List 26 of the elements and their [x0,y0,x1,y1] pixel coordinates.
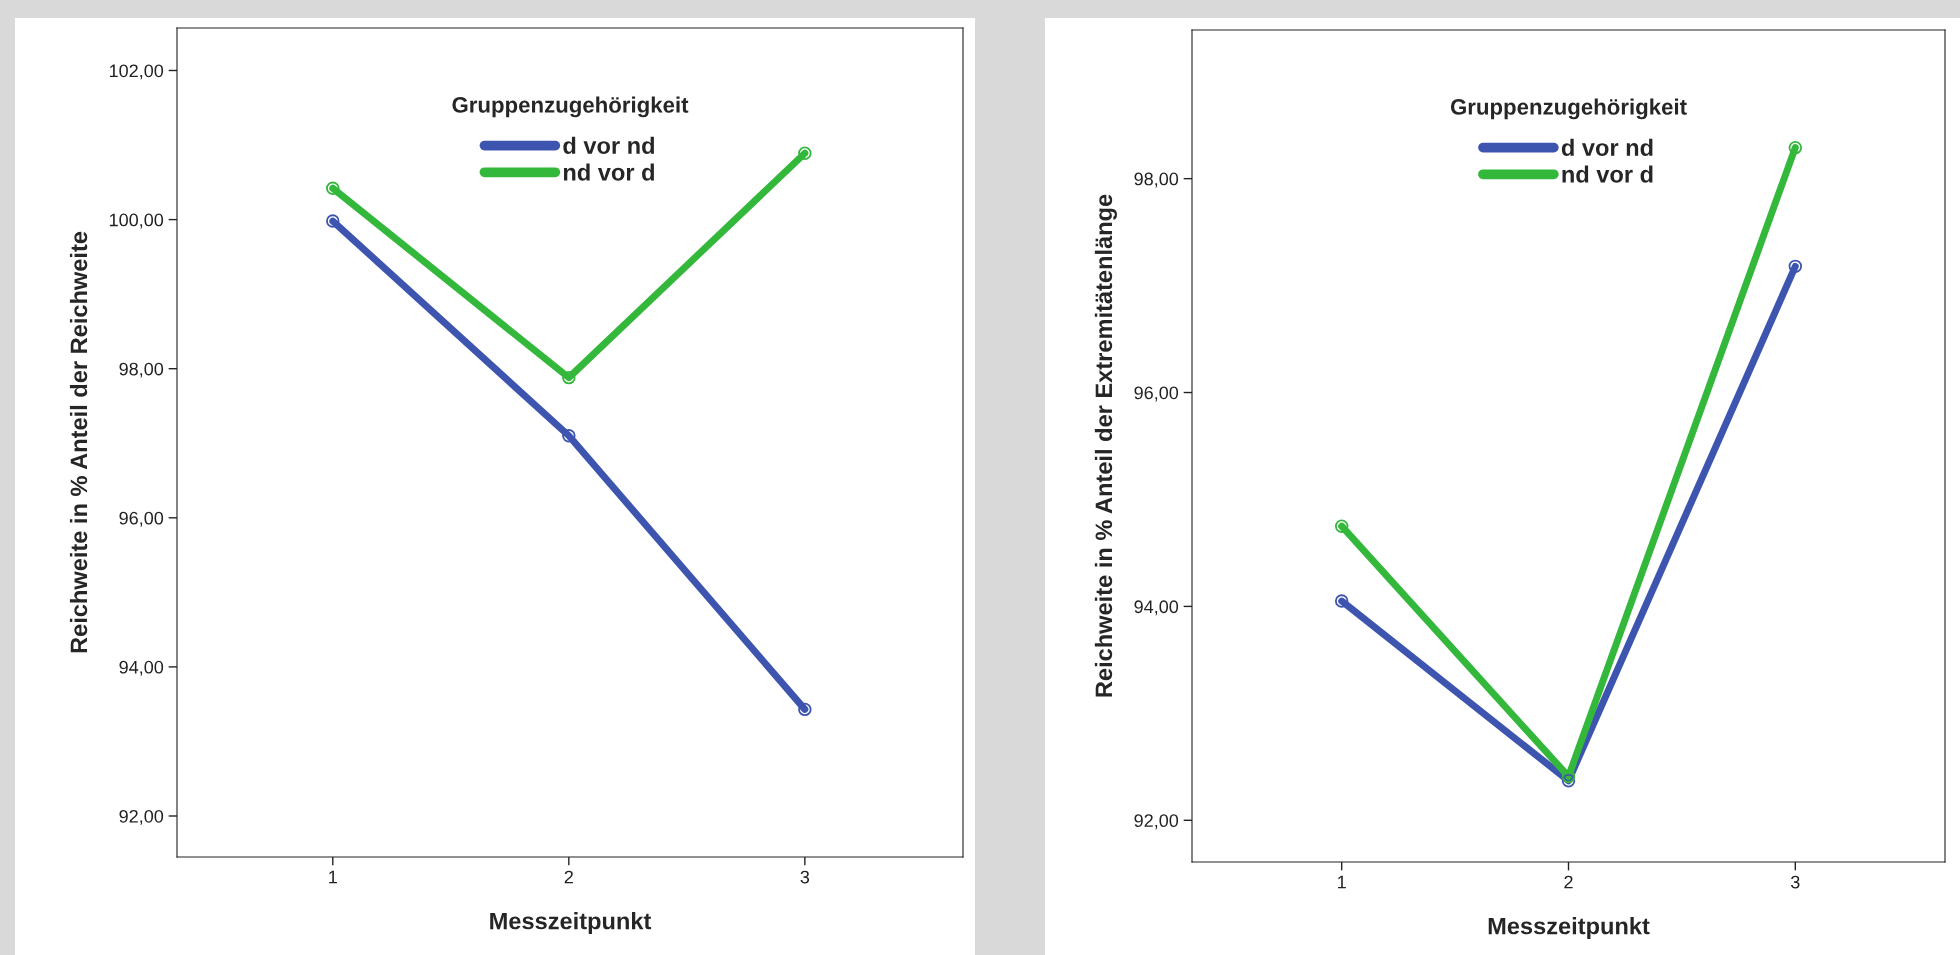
x-tick-label: 1 [1338,875,1346,889]
legend-label: d vor nd [1561,138,1653,157]
legend-label: nd vor d [563,163,654,181]
y-tick-label: 98,00 [119,362,164,378]
y-tick-label: 92,00 [1134,814,1179,830]
legend-label: d vor nd [563,136,654,155]
y-tick-label: 94,00 [119,660,164,676]
y-axis-title: Reichweite in % Anteil der Reichweite [69,231,88,653]
y-tick-label: 96,00 [1134,386,1179,402]
y-tick-label: 94,00 [1134,600,1179,616]
y-tick-label: 92,00 [119,809,164,825]
y-axis-title: Reichweite in % Anteil der Extremitätenlänge [1094,194,1117,697]
x-axis-title: Messzeitpunkt [490,912,652,935]
x-axis-title: Messzeitpunkt [1488,917,1650,940]
y-tick-label: 100,00 [109,213,164,229]
y-tick-label: 96,00 [119,511,164,527]
y-tick-label: 102,00 [109,64,164,80]
x-tick-label: 2 [1564,875,1573,889]
x-tick-label: 3 [1790,875,1800,889]
x-tick-label: 3 [800,870,810,884]
legend-title: Gruppenzugehörigkeit [452,96,689,118]
x-tick-label: 2 [564,870,573,884]
legend-label: nd vor d [1562,165,1653,183]
y-tick-label: 98,00 [1134,172,1179,188]
legend-title: Gruppenzugehörigkeit [1450,98,1687,120]
x-tick-label: 1 [329,870,337,884]
